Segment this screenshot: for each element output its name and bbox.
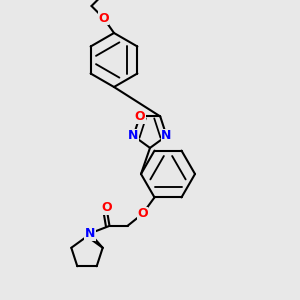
Text: O: O xyxy=(137,207,148,220)
Text: O: O xyxy=(134,110,145,123)
Text: O: O xyxy=(98,11,109,25)
Text: N: N xyxy=(161,129,172,142)
Text: N: N xyxy=(85,227,95,240)
Text: N: N xyxy=(128,129,139,142)
Text: N: N xyxy=(85,227,95,240)
Text: O: O xyxy=(101,201,112,214)
